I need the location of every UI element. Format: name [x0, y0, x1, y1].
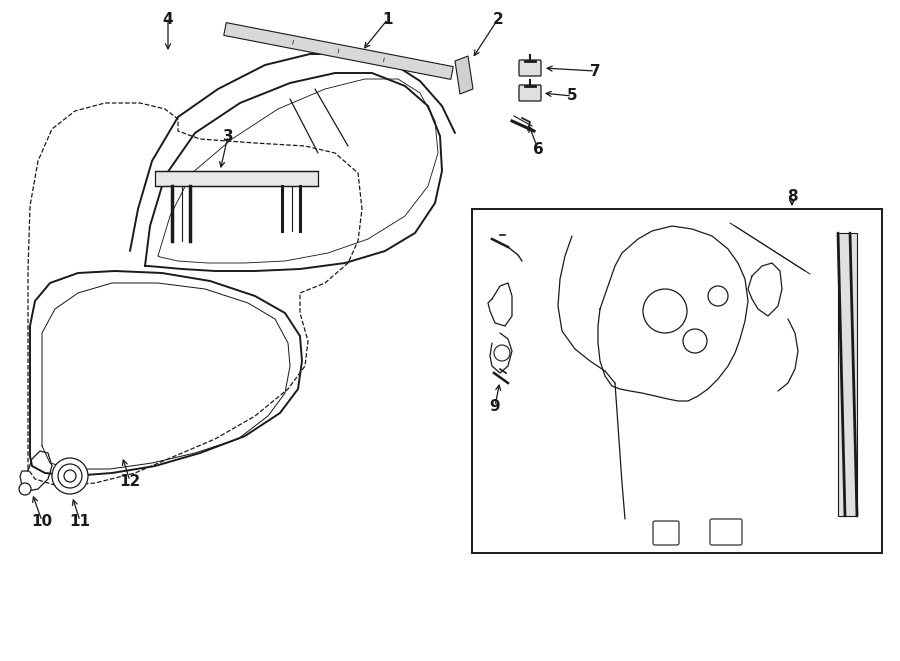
- Text: 3: 3: [222, 128, 233, 143]
- Polygon shape: [455, 56, 473, 94]
- FancyBboxPatch shape: [710, 519, 742, 545]
- Text: 10: 10: [32, 514, 52, 529]
- Text: 12: 12: [120, 473, 140, 488]
- Circle shape: [708, 286, 728, 306]
- Text: 5: 5: [567, 89, 577, 104]
- Circle shape: [58, 464, 82, 488]
- Circle shape: [19, 483, 31, 495]
- Circle shape: [643, 289, 687, 333]
- Text: 8: 8: [787, 188, 797, 204]
- Text: 6: 6: [533, 141, 544, 157]
- Bar: [155, 171, 318, 186]
- Text: 7: 7: [590, 63, 600, 79]
- Text: 4: 4: [163, 11, 174, 26]
- Circle shape: [683, 329, 707, 353]
- Circle shape: [52, 458, 88, 494]
- Polygon shape: [224, 22, 454, 79]
- Text: 9: 9: [490, 399, 500, 414]
- Circle shape: [494, 345, 510, 361]
- FancyBboxPatch shape: [519, 60, 541, 76]
- Bar: [472, 209, 882, 553]
- Text: 11: 11: [69, 514, 91, 529]
- Text: 2: 2: [492, 11, 503, 26]
- Circle shape: [64, 470, 76, 482]
- FancyBboxPatch shape: [653, 521, 679, 545]
- FancyBboxPatch shape: [519, 85, 541, 101]
- Bar: [838, 233, 857, 516]
- Text: 1: 1: [382, 11, 393, 26]
